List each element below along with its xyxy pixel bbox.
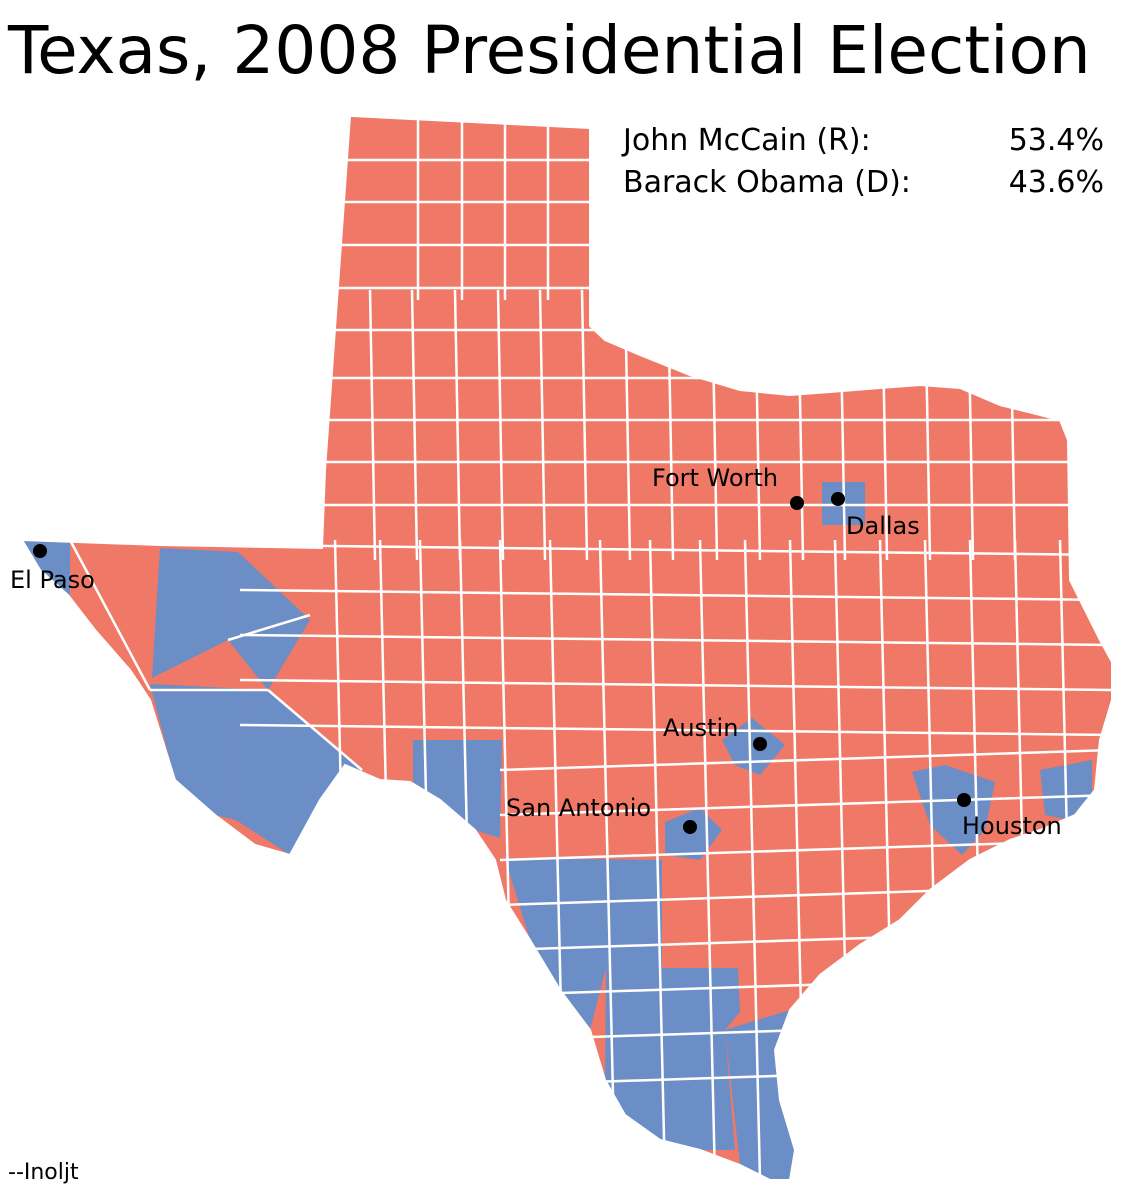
city-markers: El Paso Fort Worth Dallas Austin San Ant…	[10, 464, 1062, 840]
democratic-county-4	[150, 684, 268, 820]
county-line-mid-h-3	[239, 678, 1112, 692]
san-antonio-marker	[683, 820, 697, 834]
county-line-v-1	[410, 289, 419, 561]
county-line-south-h-0	[499, 748, 1112, 772]
el-paso-label: El Paso	[10, 566, 95, 594]
democratic-county-2	[152, 548, 238, 678]
houston-label: Houston	[962, 812, 1062, 840]
fort-worth-marker	[790, 496, 804, 510]
san-antonio-label: San Antonio	[506, 794, 651, 822]
obama-label: Barack Obama (D):	[623, 165, 911, 200]
austin-label: Austin	[663, 714, 738, 742]
county-line-v-2	[453, 289, 462, 561]
county-line-mid-h-0	[239, 543, 1112, 557]
obama-percent: 43.6%	[1008, 165, 1104, 200]
county-line-west-1	[68, 539, 152, 691]
county-line-south-v-9	[743, 539, 762, 1180]
democratic-county-9	[725, 1010, 795, 1180]
county-line-south-v-6	[598, 539, 617, 1180]
dallas-label: Dallas	[846, 512, 920, 540]
el-paso-marker	[33, 544, 47, 558]
democratic-county-13	[912, 765, 995, 855]
county-line-mid-h-2	[239, 633, 1112, 647]
credit-signature: --Inoljt	[8, 1160, 79, 1185]
county-line-v-0	[368, 289, 377, 561]
dallas-marker	[831, 492, 845, 506]
democratic-county-6	[413, 740, 502, 838]
map-title: Texas, 2008 Presidential Election	[8, 12, 1091, 89]
county-line-v-5	[580, 289, 589, 561]
county-line-south-h-1	[499, 793, 1112, 817]
democratic-county-8	[605, 968, 740, 1150]
democratic-county-3	[228, 552, 310, 690]
democratic-county-5	[236, 690, 362, 855]
county-line-mid-h-1	[239, 588, 1112, 602]
county-line-south-h-7	[499, 1063, 1112, 1087]
houston-marker	[957, 793, 971, 807]
county-line-v-3	[496, 289, 505, 561]
austin-marker	[753, 737, 767, 751]
county-line-south-v-8	[698, 539, 717, 1180]
county-line-v-4	[538, 289, 547, 561]
county-line-west-4	[227, 613, 311, 642]
mccain-percent: 53.4%	[1008, 123, 1104, 158]
county-line-south-v-7	[648, 539, 667, 1180]
county-line-west-3	[267, 689, 363, 771]
mccain-label: John McCain (R):	[623, 123, 871, 158]
fort-worth-label: Fort Worth	[652, 464, 778, 492]
